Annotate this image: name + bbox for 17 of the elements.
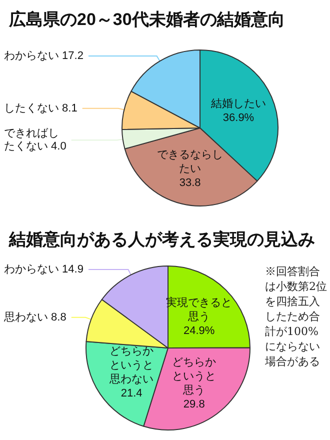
slice-label: したくない 8.1: [4, 102, 78, 114]
category-label: 思わない 8.8: [4, 311, 66, 324]
text: ※回答割合は小数第2位を四捨五入したため合計が100%にならない場合がある: [265, 264, 327, 369]
slice-label: わからない 17.2: [4, 50, 84, 62]
data-label: 29.8: [183, 398, 205, 410]
slice-label: できればしたくない 4.0: [4, 128, 66, 153]
slice-label: 結婚したい: [210, 98, 266, 110]
chart-title: 広島県の20～30代未婚者の結婚意向: [8, 10, 285, 29]
data-label: 21.4: [120, 388, 142, 400]
data-label: 33.8: [179, 176, 201, 189]
chart-title: 結婚意向がある人が考える実現の見込み: [8, 230, 315, 249]
slice-label: どちらかというと思わない: [108, 346, 154, 386]
slice-label: どちらかというと思う: [172, 356, 216, 396]
slice-label: できるならしたい: [157, 148, 224, 175]
data-label: 36.9%: [222, 112, 254, 124]
slice-label: わからない 14.9: [4, 264, 84, 276]
data-label: 24.9%: [183, 324, 215, 337]
